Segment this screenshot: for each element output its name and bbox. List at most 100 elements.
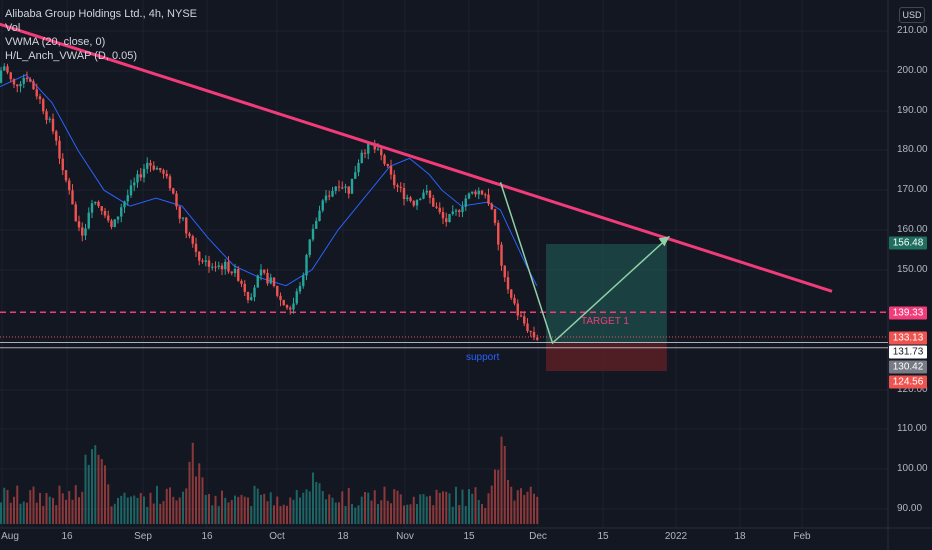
volume-bar	[214, 495, 217, 524]
volume-bar	[224, 497, 227, 524]
volume-bar	[230, 500, 233, 524]
y-tick-label: 180.00	[897, 144, 928, 155]
candle-body	[321, 200, 324, 211]
candle-body	[422, 192, 425, 199]
volume-bar	[22, 501, 25, 524]
volume-bar	[399, 494, 402, 524]
x-tick-label: Feb	[793, 531, 811, 542]
candle-body	[42, 99, 45, 112]
volume-bar	[481, 503, 483, 524]
volume-bar	[113, 503, 116, 524]
x-tick-label: 2022	[664, 531, 688, 542]
candle-body	[441, 212, 445, 219]
candle-body	[513, 297, 516, 304]
horizontal-levels	[0, 311, 888, 349]
candle-body	[3, 66, 6, 71]
candle-body	[129, 185, 133, 196]
volume-bar	[208, 493, 210, 524]
candle-body	[402, 187, 406, 200]
candle-body	[415, 199, 419, 206]
candle-body	[341, 187, 344, 189]
candle-body	[334, 186, 337, 191]
x-tick-label: Dec	[529, 531, 547, 542]
candle-body	[74, 204, 77, 222]
volume-bar	[341, 491, 344, 524]
candle-body	[107, 215, 110, 221]
volume-bar	[97, 454, 100, 524]
volume-bar	[510, 486, 513, 524]
volume-bar	[331, 497, 334, 524]
volume-bar	[435, 489, 438, 524]
volume-bar	[526, 491, 529, 524]
candle-body	[471, 191, 474, 194]
volume-bar	[237, 496, 240, 524]
x-tick-label: 15	[463, 531, 475, 542]
candle-body	[22, 77, 25, 84]
volume-bar	[318, 483, 321, 524]
candle-body	[175, 193, 178, 207]
vwma-indicator-label[interactable]: VWMA (20, close, 0)	[5, 36, 106, 48]
vol-indicator-label[interactable]: Vol	[5, 22, 21, 34]
candle-body	[116, 216, 120, 220]
volume-bar	[68, 491, 71, 524]
y-tick-label: 100.00	[897, 463, 928, 474]
candle-body	[162, 170, 165, 174]
volume-bar	[282, 504, 285, 524]
candle-body	[318, 210, 321, 221]
candle-body	[48, 118, 51, 120]
volume-bar	[302, 492, 305, 524]
candle-body	[181, 217, 185, 219]
volume-bar	[380, 500, 383, 524]
volume-bar	[3, 487, 6, 524]
candle-body	[380, 148, 383, 156]
volume-bar	[185, 488, 188, 524]
volume-bar	[474, 487, 477, 524]
volume-bar	[487, 493, 490, 524]
candle-body	[207, 260, 211, 267]
candle-body	[61, 158, 64, 171]
volume-bar	[377, 504, 379, 524]
candle-body	[360, 152, 363, 163]
anchored-vwap-indicator-label[interactable]: H/L_Anch_VWAP (D, 0.05)	[5, 50, 138, 62]
candle-body	[123, 201, 126, 208]
volume-bar	[45, 493, 48, 524]
candle-body	[493, 209, 497, 223]
volume-bar	[143, 496, 145, 524]
price-candles	[0, 63, 539, 341]
y-tick-label: 160.00	[897, 224, 928, 235]
volume-bar	[334, 502, 337, 524]
target-arrow[interactable]	[499, 182, 671, 345]
symbol-title[interactable]: Alibaba Group Holdings Ltd., 4h, NYSE	[5, 8, 198, 20]
candle-body	[194, 243, 198, 252]
currency-badge[interactable]: USD	[899, 7, 925, 23]
volume-bar	[198, 463, 201, 524]
volume-bar	[149, 492, 152, 524]
candle-body	[376, 148, 380, 150]
volume-bar	[250, 506, 253, 524]
volume-bar	[299, 497, 301, 524]
y-tick-label: 110.00	[897, 423, 927, 434]
chart-legend: Alibaba Group Holdings Ltd., 4h, NYSE Vo…	[5, 7, 197, 63]
volume-bar	[390, 503, 392, 524]
candle-body	[393, 174, 396, 186]
y-tick-label: 90.00	[897, 503, 923, 514]
candle-body	[435, 206, 438, 208]
volume-bar	[234, 495, 236, 524]
candle-body	[259, 269, 263, 276]
candle-body	[256, 275, 259, 288]
candle-body	[298, 286, 302, 292]
volume-bar	[100, 459, 103, 524]
candle-body	[168, 176, 172, 189]
candle-body	[133, 182, 136, 186]
descending-trendline[interactable]	[0, 22, 833, 293]
x-tick-label: Sep	[134, 531, 152, 542]
candle-body	[305, 255, 308, 276]
candle-body	[279, 295, 282, 301]
volume-bar	[159, 503, 162, 524]
candle-body	[269, 277, 272, 284]
volume-bar	[386, 500, 389, 524]
volume-bar	[104, 465, 106, 524]
candle-body	[266, 272, 269, 284]
volume-bar	[347, 487, 350, 524]
